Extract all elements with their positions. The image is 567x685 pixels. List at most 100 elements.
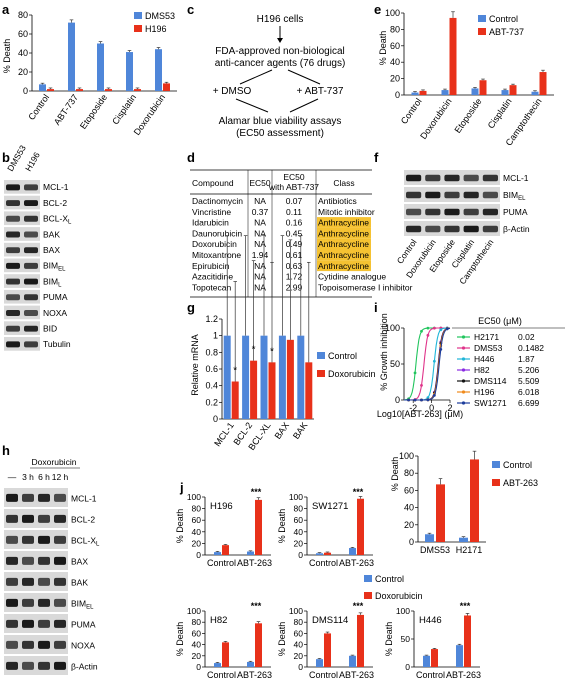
table-header-class: Class: [333, 178, 354, 188]
blot-f-band-actin-2: [444, 225, 460, 233]
i-point-dms53: [420, 383, 423, 387]
blot-f-band-puma-4: [482, 208, 498, 216]
blot-h-band-noxa-1: [22, 640, 34, 649]
legend-label-control-j: Control: [375, 574, 404, 584]
blot-b-band-bax-1: [24, 247, 38, 254]
legend-label-dox-j: Doxorubicin: [375, 591, 423, 601]
j5-bar-abt-263-control: [456, 645, 463, 667]
blot-b-band-bax-0: [6, 247, 20, 254]
blot-b-band-biml-0: [6, 278, 20, 285]
blot-h-strip-actin: [4, 656, 68, 675]
j2-bar-control-control: [316, 553, 323, 555]
i-point-h446: [432, 359, 436, 363]
a-bar-abt-737-dms53: [68, 22, 75, 92]
blot-b-row-label-biml: BIML: [43, 276, 62, 288]
blot-b-band-bcl-xl-0: [6, 215, 20, 222]
i-point-h2171: [413, 371, 417, 375]
j4-xtick-control: Control: [309, 670, 338, 680]
blot-f-row-label-mcl-1: MCL-1: [503, 173, 529, 183]
blot-h-row-label-bcl-2: BCL-2: [71, 515, 95, 525]
legend-label-abt263-inset: ABT-263: [503, 478, 538, 488]
j5-xtick-control: Control: [416, 670, 445, 680]
j1-bar-abt-263-doxorubicin: [255, 499, 262, 555]
panel-a-ylabel: % Death: [2, 39, 12, 74]
ec50-legend-value-h196: 6.018: [518, 387, 540, 397]
i-point-sw1271: [439, 347, 443, 351]
blot-f-band-puma-2: [444, 208, 460, 216]
flow-arrow-right: [287, 69, 321, 85]
ec50-legend-name-h2171: H2171: [474, 332, 499, 342]
blot-h-band-noxa-0: [6, 640, 18, 649]
blot-b-band-puma-1: [24, 294, 38, 301]
table-header-ec50-abt: EC50: [283, 172, 305, 182]
legend-swatch-control-inset: [492, 461, 500, 468]
e-bar-etoposide-abt-737: [479, 80, 487, 95]
panel-h-blot: Doxorubicin — 3 h 6 h 12 h MCL-1 BCL-2 BCL-XL…: [4, 457, 100, 675]
legend-label-control-g: Control: [328, 351, 357, 361]
blot-b-row-label-puma: PUMA: [43, 292, 68, 302]
e-bar-cisplatin-abt-737: [509, 85, 517, 95]
inset-ytick-label: 0: [409, 537, 414, 547]
j5-bar-control-control: [423, 655, 430, 667]
table-highlight-4: [317, 238, 371, 250]
blot-f-band-mcl-1-0: [406, 174, 422, 182]
blot-f-band-bimel-0: [406, 191, 422, 199]
inset-ytick-label: 40: [404, 503, 414, 513]
table-header-ec50: EC50: [249, 178, 271, 188]
panel-label-i: i: [374, 300, 378, 315]
blot-f-band-puma-0: [406, 208, 422, 216]
j2-ytick-label: 40: [294, 527, 304, 537]
panel-label-g: g: [187, 300, 195, 315]
blot-b-band-bcl-2-0: [6, 200, 20, 207]
j3-bar-control-doxorubicin: [222, 642, 229, 667]
blot-h-band-bcl-2-3: [54, 514, 66, 523]
e-bar-camptothecin-control: [531, 91, 539, 95]
blot-h-row-label-actin: β-Actin: [71, 662, 98, 672]
panel-j5-ylabel: % Death: [384, 622, 394, 657]
blot-b-row-label-bak: BAK: [43, 229, 60, 239]
blot-h-row-label-bimel: BIMEL: [71, 599, 94, 611]
table-highlight-3: [317, 227, 371, 239]
blot-h-band-bcl-xl-1: [22, 535, 34, 544]
i-ytick-label: 50: [390, 359, 400, 369]
table-cell-ec50-2: NA: [254, 218, 266, 228]
flow-step-abt: + ABT-737: [297, 86, 344, 97]
blot-h-strip-puma: [4, 614, 68, 633]
i-xtick-label: 2: [447, 403, 452, 413]
panel-j1-title: H196: [210, 501, 233, 512]
table-cell-ec50abt-4: 0.49: [286, 239, 303, 249]
table-cell-compound-1: Vincristine: [192, 207, 231, 217]
legend-swatch-abt263-inset: [492, 479, 500, 486]
g-bar-bax-control: [278, 335, 286, 419]
ec50-legend-value-h82: 5.206: [518, 365, 540, 375]
table-cell-compound-4: Doxorubicin: [192, 239, 237, 249]
j1-bar-abt-263-control: [247, 551, 254, 555]
panel-j1-stars: ***: [251, 487, 262, 497]
j1-ytick-label: 0: [196, 550, 201, 560]
panel-i-xlabel: Log10[ABT-263] (μM): [377, 409, 463, 419]
blot-h-band-mcl-1-3: [54, 493, 66, 502]
blot-h-strip-bak: [4, 572, 68, 591]
blot-h-time-6-h-2: 6 h: [38, 472, 50, 482]
panel-label-j: j: [179, 480, 184, 495]
blot-h-band-actin-0: [6, 661, 18, 670]
blot-h-strip-bax: [4, 551, 68, 570]
inset-bar-h2171-abt-263: [470, 459, 479, 542]
j1-xtick-abt-263: ABT-263: [237, 558, 272, 568]
e-xtick-control: Control: [399, 96, 424, 126]
blot-b-col-h196: H196: [23, 150, 42, 173]
blot-h-band-puma-3: [54, 619, 66, 628]
blot-h-band-mcl-1-0: [6, 493, 18, 502]
ec50-legend-marker-dms53: [461, 346, 466, 350]
table-cell-ec50-5: 1.94: [252, 250, 269, 260]
blot-h-row-label-noxa: NOXA: [71, 641, 95, 651]
blot-h-time-12-h-3: 12 h: [52, 472, 69, 482]
g-bar-mcl-1-control: [223, 335, 231, 419]
a-ytick-label: 40: [18, 48, 28, 58]
blot-b-row-label-sub-bimel: EL: [58, 267, 66, 273]
panel-j2-title: SW1271: [312, 501, 348, 512]
